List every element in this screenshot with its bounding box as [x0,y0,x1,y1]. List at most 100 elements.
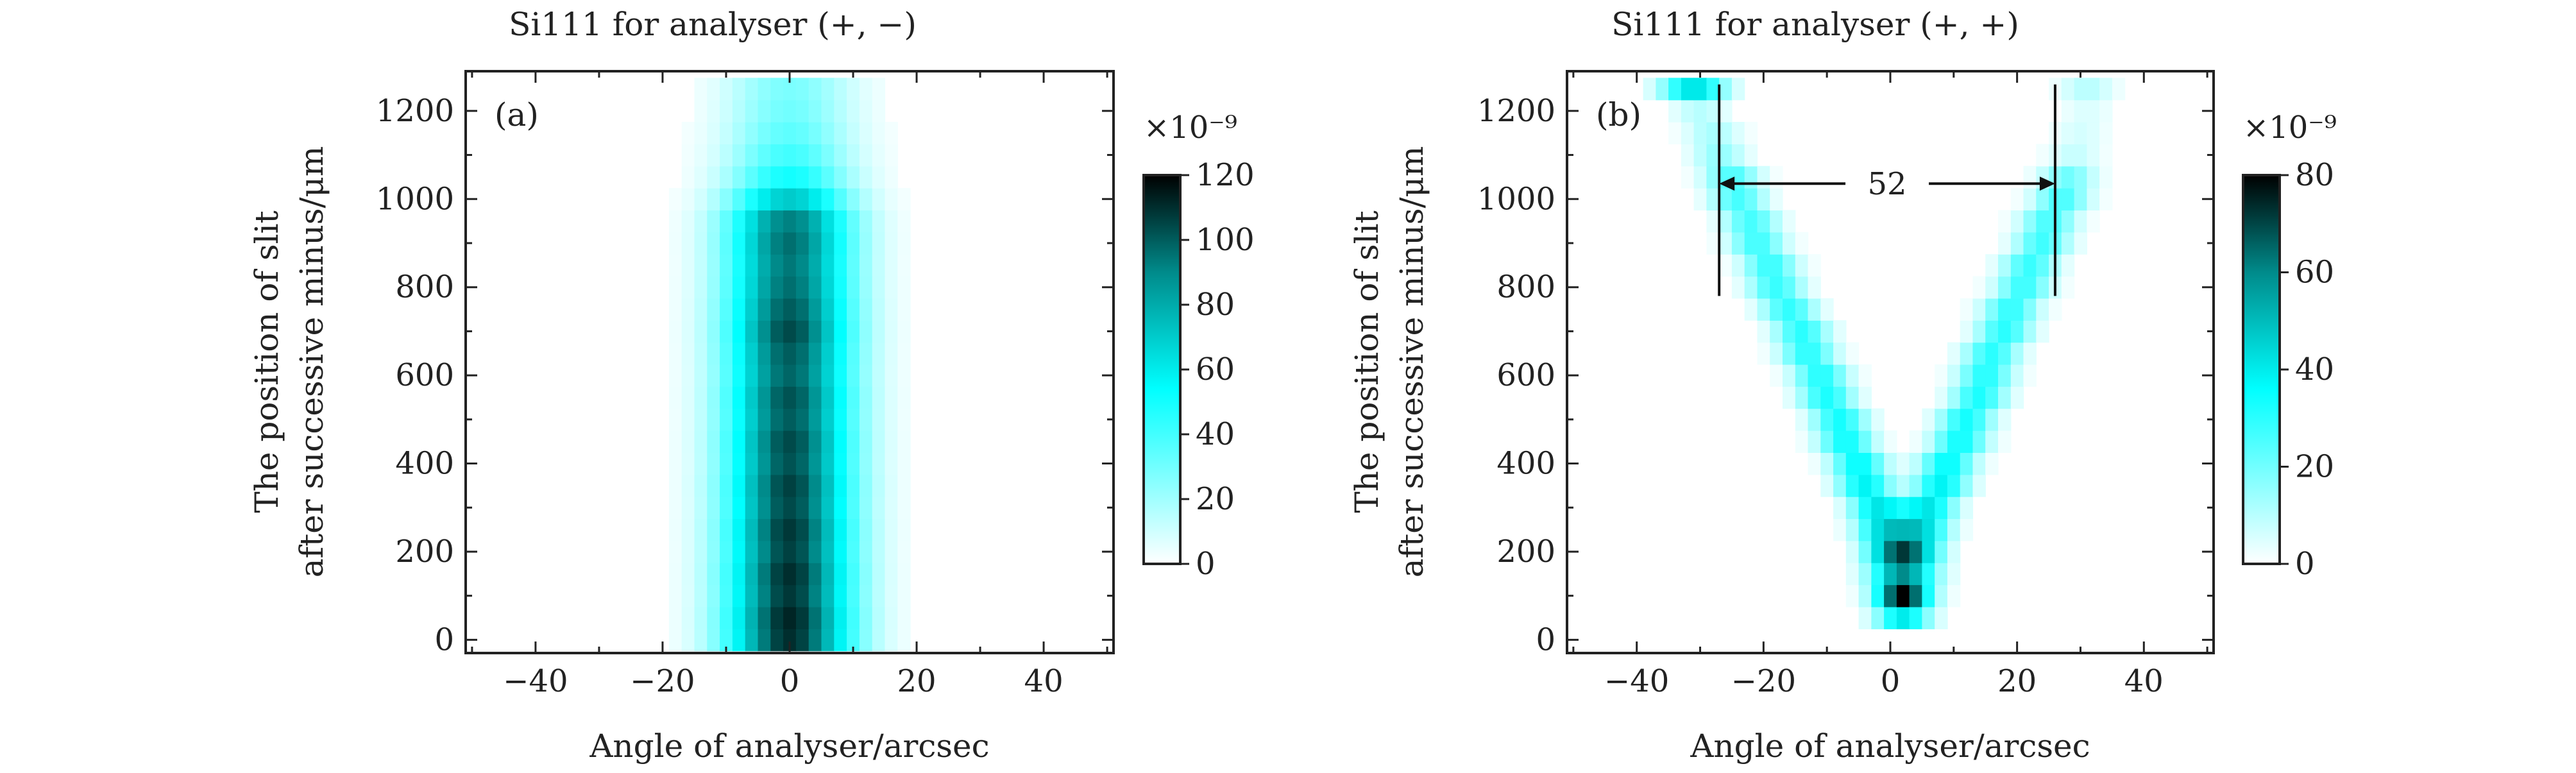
heatmap-cell [1795,342,1809,365]
heatmap-cell [1884,540,1897,563]
heatmap-cell [732,232,746,255]
heatmap-cell [2010,342,2024,365]
heatmap-cell [1770,188,1783,211]
heatmap-cell [897,232,911,255]
heatmap-cell [720,364,733,387]
heatmap-cell [758,364,771,387]
heatmap-cell [2010,298,2024,321]
heatmap-cell [707,452,720,475]
heatmap-cell [758,144,771,167]
heatmap-cell [720,298,733,321]
heatmap-cell [1909,452,1922,475]
heatmap-cell [1643,78,1656,101]
heatmap-cell [1757,298,1770,321]
heatmap-cell [694,540,708,563]
heatmap-cell [859,210,873,233]
heatmap-cell [758,497,771,520]
heatmap-cell [758,122,771,144]
heatmap-cell [694,474,708,497]
heatmap-cell [783,408,797,431]
heatmap-cell [758,166,771,189]
heatmap-cell [2036,210,2049,233]
heatmap-cell [770,144,784,167]
heatmap-cell [707,606,720,629]
heatmap-cell [707,518,720,541]
colorbar-tick-label: 40 [1196,416,1235,452]
heatmap-cell [795,276,809,299]
heatmap-cell [834,606,847,629]
heatmap-cell [2023,188,2037,211]
heatmap-cell [1985,408,1999,431]
heatmap-cell [1808,320,1821,343]
heatmap-cell [1884,518,1897,541]
heatmap-cell [847,474,860,497]
heatmap-cell [834,518,847,541]
heatmap-cell [1871,540,1885,563]
heatmap-cell [1833,430,1847,453]
heatmap-cell [1935,563,1948,586]
heatmap-cell [2074,166,2087,189]
heatmap-cell [872,364,886,387]
heatmap-cell [808,518,822,541]
heatmap-cell [808,606,822,629]
heatmap-cell [2010,386,2024,409]
heatmap-cell [808,99,822,123]
heatmap-cell [821,364,835,387]
heatmap-cell [1719,144,1733,167]
heatmap-cell [885,320,898,343]
heatmap-cell [1972,320,1986,343]
heatmap-cell [1770,232,1783,255]
heatmap-cell [808,452,822,475]
heatmap-cell [1871,430,1885,453]
heatmap-cell [2099,122,2113,144]
heatmap-cell [821,298,835,321]
heatmap-cell [1871,497,1885,520]
heatmap-cell [834,342,847,365]
colorbar-gradient [1142,174,1182,565]
heatmap-cell [2087,166,2100,189]
heatmap-cell [1884,563,1897,586]
heatmap-cell [859,364,873,387]
heatmap-cell [1808,364,1821,387]
heatmap-cell [758,99,771,123]
heatmap-cell [1998,276,2012,299]
heatmap-cell [872,254,886,277]
heatmap-cell [1820,298,1834,321]
colorbar-tick-label: 120 [1196,157,1255,193]
heatmap-cell [1922,518,1935,541]
heatmap-cell [1985,320,1999,343]
heatmap-cell [694,563,708,586]
heatmap-cell [2061,144,2075,167]
colorbar-tick-label: 40 [2295,352,2334,387]
heatmap-cell [1972,430,1986,453]
heatmap-cell [1871,452,1885,475]
heatmap-cell [821,342,835,365]
heatmap-cell [847,276,860,299]
heatmap-cell [1681,122,1695,144]
heatmap-cell [859,518,873,541]
heatmap-cell [681,430,695,453]
heatmap-cell [1833,518,1847,541]
heatmap-cell [1858,497,1872,520]
heatmap-cell [1922,430,1935,453]
heatmap-cell [1808,386,1821,409]
heatmap-cell [1998,210,2012,233]
heatmap-cell [1896,497,1910,520]
heatmap-cell [732,629,746,652]
heatmap-cell [1858,518,1872,541]
y-axis-label: The position of slit after successive mi… [1348,146,1430,578]
heatmap-cell [859,606,873,629]
heatmap-cell [783,606,797,629]
heatmap-cell [834,364,847,387]
heatmap-cell [872,452,886,475]
heatmap-cell [694,320,708,343]
heatmap-cell [834,584,847,607]
heatmap-cell [1922,497,1935,520]
heatmap-cell [2099,188,2113,211]
heatmap-cell [1795,386,1809,409]
heatmap-cell [1947,452,1961,475]
heatmap-cell [821,584,835,607]
heatmap-cell [1845,474,1860,497]
heatmap-cell [1960,497,1974,520]
heatmap-cell [1783,210,1796,233]
